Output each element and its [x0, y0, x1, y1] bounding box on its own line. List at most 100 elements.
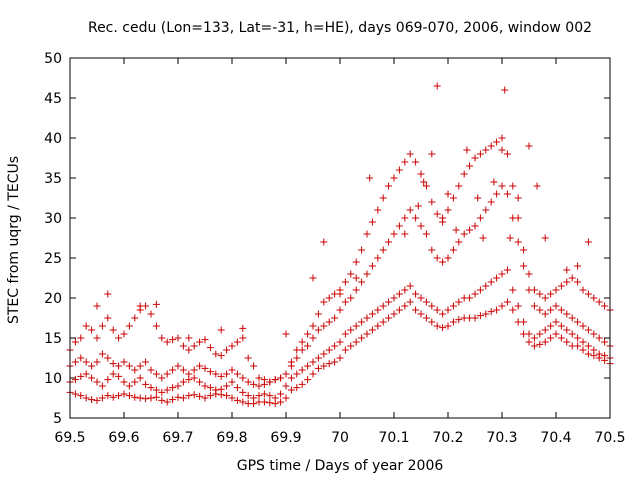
data-point	[525, 142, 533, 150]
data-point	[77, 392, 85, 400]
data-point	[271, 394, 279, 402]
data-point	[374, 206, 382, 214]
data-point	[174, 362, 182, 370]
data-point	[152, 386, 160, 394]
data-point	[336, 338, 344, 346]
data-point	[401, 286, 409, 294]
data-point	[557, 306, 565, 314]
data-point	[147, 310, 155, 318]
data-point	[104, 354, 112, 362]
data-point	[109, 360, 117, 368]
data-point	[115, 372, 123, 380]
data-point	[439, 324, 447, 332]
data-point	[169, 336, 177, 344]
data-point	[136, 394, 144, 402]
data-point	[136, 362, 144, 370]
data-point	[379, 194, 387, 202]
data-point	[304, 362, 312, 370]
data-point	[493, 190, 501, 198]
data-point	[174, 382, 182, 390]
data-point	[476, 214, 484, 222]
data-point	[395, 222, 403, 230]
data-point	[563, 266, 571, 274]
data-point	[174, 334, 182, 342]
data-point	[498, 270, 506, 278]
data-point	[547, 322, 555, 330]
data-point	[395, 306, 403, 314]
data-point	[314, 326, 322, 334]
data-point	[217, 385, 225, 393]
data-point	[266, 378, 274, 386]
y-tick-label: 25	[44, 251, 62, 267]
x-tick-label: 70.4	[540, 430, 571, 446]
data-point	[158, 334, 166, 342]
data-point	[331, 358, 339, 366]
data-point	[503, 150, 511, 158]
data-point	[109, 393, 117, 401]
data-point	[347, 326, 355, 334]
data-point	[530, 334, 538, 342]
data-point	[320, 350, 328, 358]
data-point	[379, 302, 387, 310]
data-point	[568, 314, 576, 322]
data-point	[287, 386, 295, 394]
data-point	[147, 394, 155, 402]
data-point	[88, 326, 96, 334]
data-point	[120, 358, 128, 366]
data-point	[98, 322, 106, 330]
data-point	[93, 358, 101, 366]
data-point	[449, 194, 457, 202]
data-point	[158, 396, 166, 404]
data-point	[428, 302, 436, 310]
data-point	[158, 388, 166, 396]
data-point	[444, 306, 452, 314]
data-point	[71, 338, 79, 346]
data-point	[282, 370, 290, 378]
data-point	[190, 374, 198, 382]
data-point	[493, 138, 501, 146]
data-point	[309, 334, 317, 342]
data-point	[115, 392, 123, 400]
data-point	[541, 326, 549, 334]
data-point	[196, 392, 204, 400]
data-point	[282, 330, 290, 338]
data-point	[260, 398, 268, 406]
data-point	[163, 386, 171, 394]
data-point	[601, 352, 609, 360]
data-point	[428, 198, 436, 206]
data-point	[601, 302, 609, 310]
data-point	[406, 206, 414, 214]
data-point	[579, 338, 587, 346]
data-point	[223, 346, 231, 354]
data-point	[444, 190, 452, 198]
data-point	[152, 300, 160, 308]
data-point	[541, 294, 549, 302]
data-point	[104, 392, 112, 400]
data-point	[163, 370, 171, 378]
data-point	[293, 354, 301, 362]
data-point	[471, 222, 479, 230]
data-point	[250, 380, 258, 388]
data-point	[104, 314, 112, 322]
data-point	[152, 370, 160, 378]
data-point	[233, 384, 241, 392]
data-point	[466, 226, 474, 234]
data-point	[206, 392, 214, 400]
data-point	[509, 286, 517, 294]
data-point	[71, 390, 79, 398]
data-point	[206, 344, 214, 352]
data-point	[363, 314, 371, 322]
data-point	[298, 380, 306, 388]
data-point	[390, 174, 398, 182]
data-point	[501, 86, 509, 94]
data-point	[336, 306, 344, 314]
data-point	[449, 246, 457, 254]
data-point	[422, 314, 430, 322]
data-point	[255, 392, 263, 400]
data-point	[498, 134, 506, 142]
data-point	[514, 302, 522, 310]
x-tick-label: 70	[331, 430, 349, 446]
data-point	[433, 306, 441, 314]
data-point	[228, 378, 236, 386]
data-point	[525, 338, 533, 346]
